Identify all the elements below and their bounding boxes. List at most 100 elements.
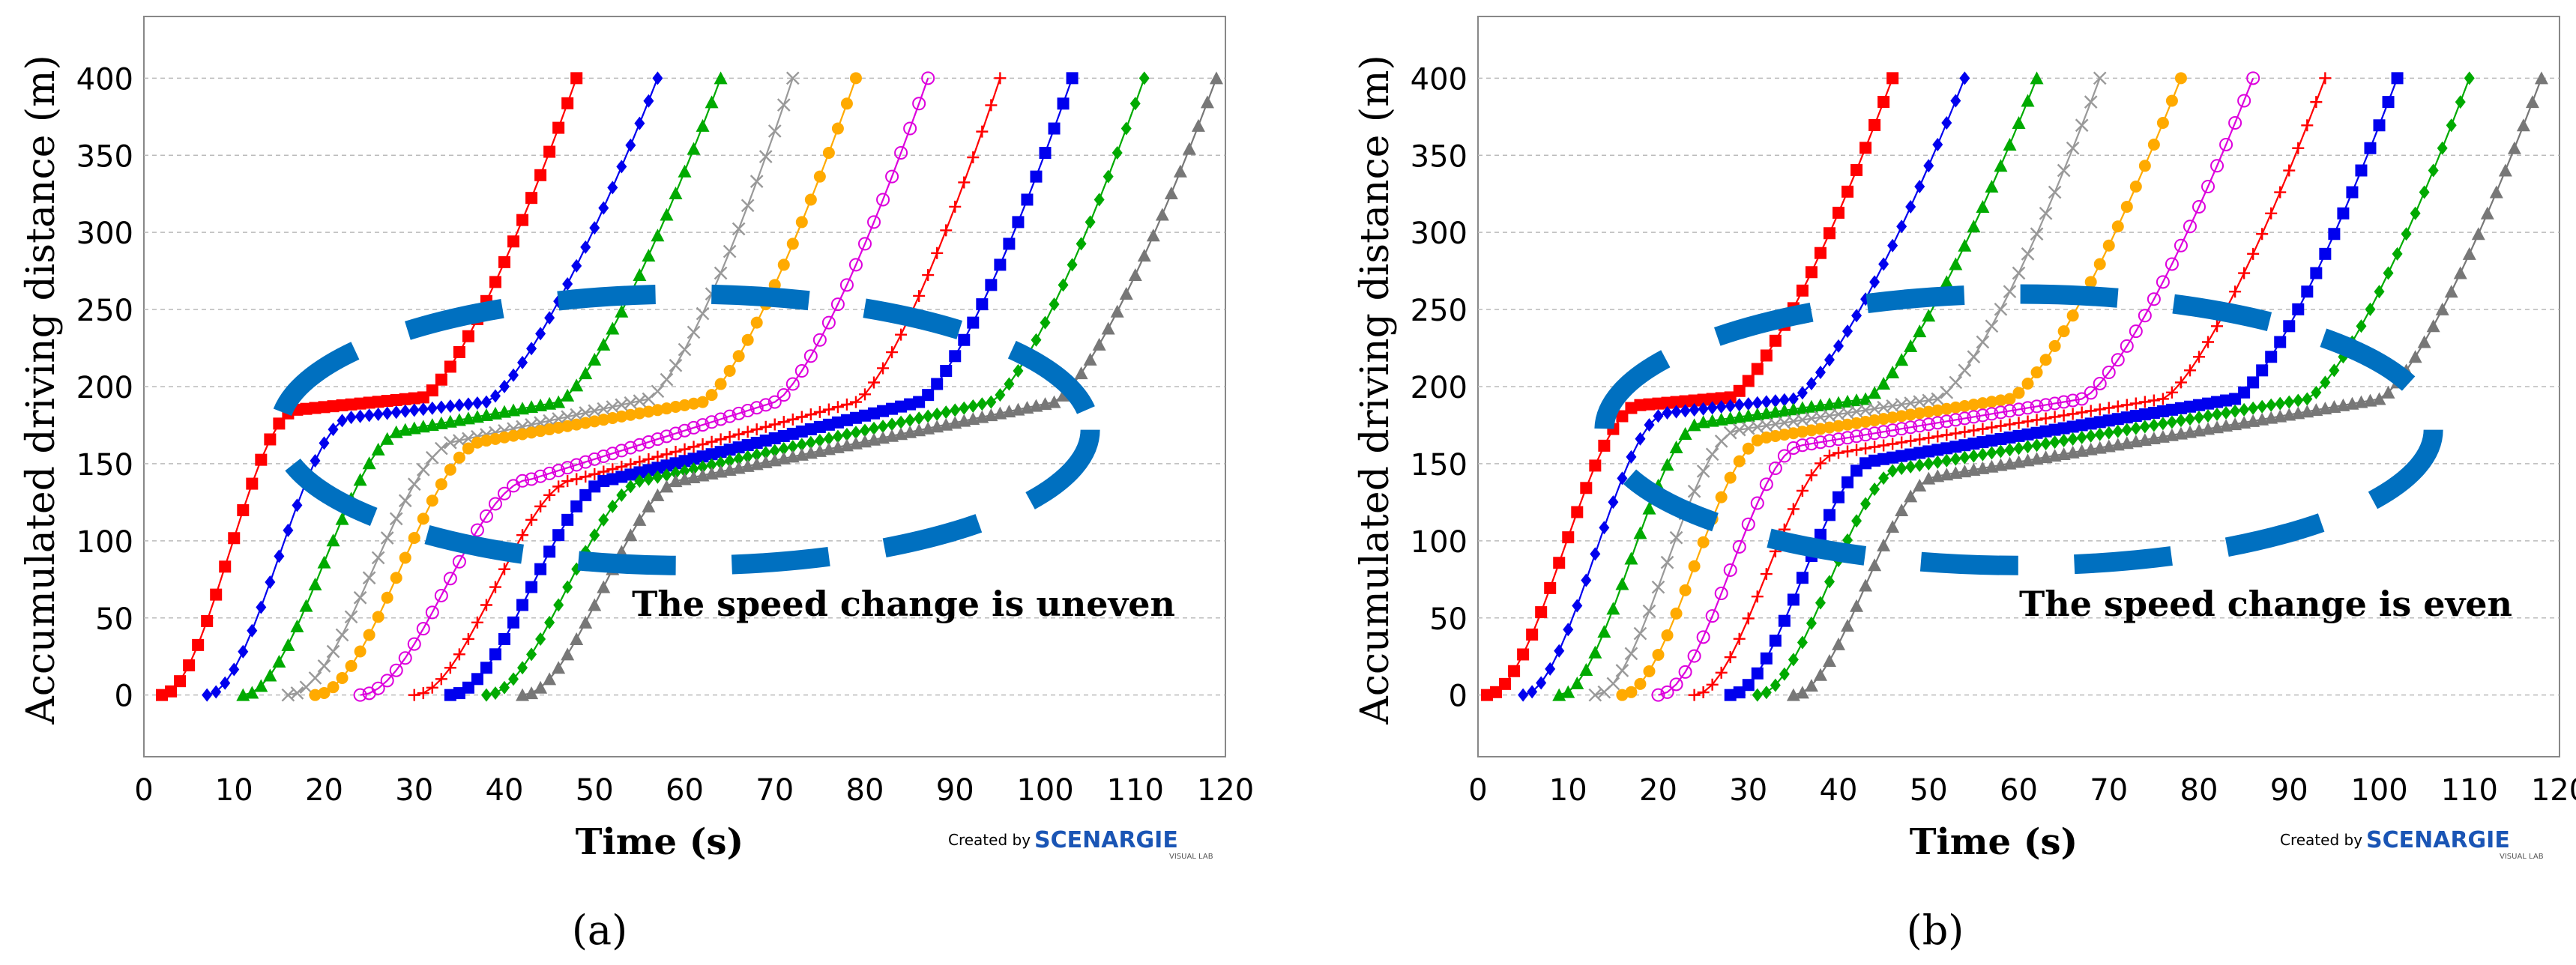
point-a-8-63 [1012,216,1025,229]
point-b-9-29 [2013,441,2024,456]
point-a-2-12 [310,454,321,468]
point-b-8-21 [1913,447,1926,459]
point-a-1-26 [390,393,402,406]
point-b-6-2 [1669,677,1683,692]
point-a-8-56 [949,350,962,363]
point-b-6-58 [2174,238,2188,252]
point-a-1-28 [408,392,420,405]
point-b-7-58 [2211,320,2224,333]
point-b-6-8 [1723,563,1737,577]
point-b-2-27 [1761,395,1772,409]
point-b-3-50 [2003,137,2017,151]
point-a-4-51 [740,199,755,213]
point-b-7-37 [2021,415,2034,428]
point-a-7-7 [471,616,483,629]
point-a-9-1 [489,686,501,701]
point-b-8-64 [2301,285,2314,298]
point-b-8-23 [1931,444,1944,456]
point-b-9-13 [1869,482,1880,497]
point-b-5-50 [2066,309,2079,322]
point-b-10-3 [1813,668,1827,681]
point-a-9-67 [1085,215,1096,229]
point-b-3-1 [1561,685,1575,698]
point-a-7-4 [444,662,456,674]
point-a-7-23 [615,460,628,473]
point-a-9-34 [787,440,798,454]
point-b-6-0 [1651,688,1665,702]
point-a-2-9 [283,523,294,537]
point-a-8-6 [498,632,510,645]
point-a-2-29 [462,397,474,411]
point-a-9-59 [1013,364,1024,378]
point-b-1-28 [1733,384,1746,397]
point-b-2-2 [1536,676,1547,690]
point-b-2-46 [1932,137,1943,151]
point-a-7-61 [958,176,971,189]
point-a-2-46 [616,160,627,174]
point-b-8-46 [2138,408,2151,421]
series-a-vehicle-3 [236,71,728,701]
point-a-5-4 [345,659,358,672]
point-a-6-53 [830,297,845,312]
point-a-8-17 [597,475,610,488]
point-b-1-21 [1670,396,1683,408]
point-a-7-65 [994,72,1007,85]
point-b-7-16 [1833,447,1844,459]
point-a-6-8 [425,605,439,620]
point-b-2-5 [1563,623,1574,637]
point-a-6-54 [839,278,854,292]
point-b-3-36 [1877,376,1891,390]
point-b-8-35 [2039,425,2052,438]
point-b-2-23 [1725,399,1736,413]
point-a-1-18 [318,401,331,414]
annotation-b: The speed change is even [2019,584,2512,624]
y-tick-label-b-1: 50 [1429,602,1468,637]
point-b-7-8 [1760,568,1773,581]
point-b-7-0 [1688,689,1701,701]
point-b-5-7 [1679,584,1692,596]
point-b-8-10 [1814,528,1827,541]
point-b-9-76 [2437,141,2448,155]
point-b-7-40 [2048,411,2061,423]
y-axis-label-a: Accumulated driving distance (m) [19,55,64,725]
point-a-7-58 [931,246,944,259]
point-a-7-15 [543,488,556,501]
point-b-5-12 [1724,471,1737,484]
series-a-vehicle-4 [281,71,800,702]
point-b-9-22 [1950,452,1961,466]
point-a-1-38 [498,255,510,268]
point-a-8-53 [922,389,935,402]
point-a-4-4 [317,659,331,673]
point-a-2-30 [471,396,483,410]
point-a-10-71 [1155,208,1169,221]
x-tick-label-a-3: 30 [395,773,433,808]
point-b-2-43 [1905,199,1916,214]
point-a-7-1 [417,687,429,700]
point-a-3-46 [651,229,665,242]
point-b-8-27 [1967,438,1980,450]
point-a-7-25 [633,456,646,468]
credit-prefix-a: Created by [948,831,1031,849]
point-a-3-38 [579,366,593,380]
point-b-10-12 [1895,503,1909,517]
point-b-7-5 [1733,632,1746,645]
point-a-8-68 [1057,97,1070,110]
point-b-7-31 [1967,424,1980,437]
point-b-4-2 [1606,677,1620,691]
point-b-7-39 [2039,412,2052,425]
point-b-3-2 [1570,677,1584,690]
point-a-9-25 [706,458,717,472]
panel-label-b: (b) [1907,907,1964,954]
point-b-6-34 [1958,411,1972,426]
point-b-6-6 [1705,609,1719,623]
point-a-7-43 [795,411,808,423]
point-b-1-25 [1706,393,1719,405]
point-a-10-2 [534,680,548,694]
point-a-8-10 [534,563,547,575]
point-a-6-36 [678,423,692,438]
point-a-7-52 [877,362,890,375]
point-b-3-51 [2012,116,2026,130]
point-b-5-8 [1688,560,1701,572]
point-a-5-16 [453,451,465,464]
point-a-6-10 [443,572,457,586]
